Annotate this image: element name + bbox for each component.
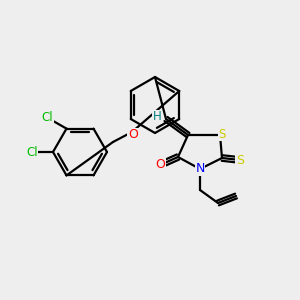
Text: Cl: Cl	[26, 146, 38, 158]
Text: N: N	[195, 163, 205, 176]
Text: S: S	[218, 128, 226, 140]
Text: O: O	[155, 158, 165, 172]
Text: H: H	[153, 110, 161, 124]
Text: Cl: Cl	[42, 111, 53, 124]
Text: S: S	[236, 154, 244, 166]
Text: O: O	[128, 128, 138, 142]
